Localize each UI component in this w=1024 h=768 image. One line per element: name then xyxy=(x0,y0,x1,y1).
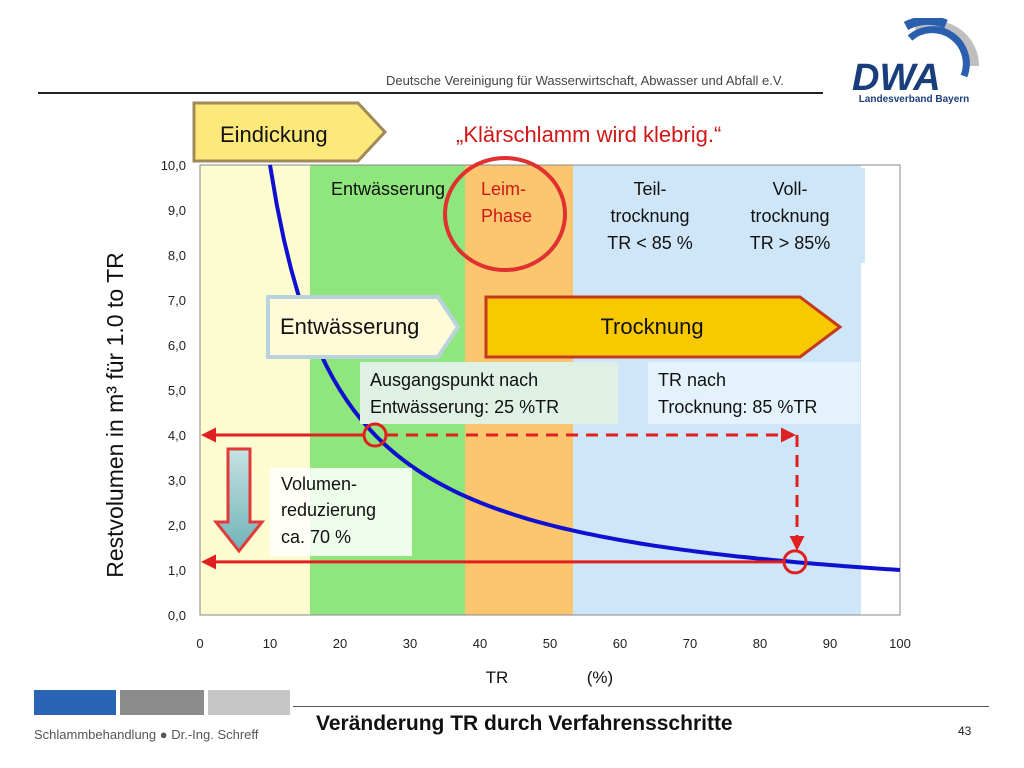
x-tick-label: 0 xyxy=(196,636,203,651)
arrow-entwaesserung xyxy=(266,295,461,359)
marker-start-point xyxy=(362,422,388,448)
x-tick-label: 70 xyxy=(683,636,697,651)
y-tick-label: 5,0 xyxy=(168,383,186,398)
volume-reduction-arrow xyxy=(212,447,266,554)
arrow-entwaesserung-label: Entwässerung xyxy=(280,314,419,339)
arrow-eindickung-label: Eindickung xyxy=(220,122,328,147)
reduction-box xyxy=(270,468,412,556)
y-tick-label: 4,0 xyxy=(168,428,186,443)
dwa-logo: DWA xyxy=(852,18,980,99)
arrow-trocknung xyxy=(484,295,843,359)
page-number: 43 xyxy=(958,724,972,738)
x-axis-label: TR xyxy=(486,668,509,687)
leimphase-circle xyxy=(443,156,567,272)
end-point-annotation: TR nach Trocknung: 85 %TR xyxy=(658,370,817,417)
logo-text: DWA xyxy=(852,57,941,99)
y-tick-label: 10,0 xyxy=(161,158,186,173)
footer-bar-gray xyxy=(120,690,204,715)
y-tick-label: 1,0 xyxy=(168,563,186,578)
x-tick-labels: 0 10 20 30 40 50 60 70 80 90 100 xyxy=(196,636,910,651)
zone-label-entwaesserung: Entwässerung xyxy=(331,179,445,199)
plot-frame xyxy=(199,164,901,616)
x-tick-label: 40 xyxy=(473,636,487,651)
y-tick-label: 6,0 xyxy=(168,338,186,353)
zone-label-box-teiltrocknung xyxy=(590,168,710,263)
x-tick-label: 30 xyxy=(403,636,417,651)
header-rule xyxy=(38,92,823,94)
x-tick-label: 80 xyxy=(753,636,767,651)
y-tick-label: 2,0 xyxy=(168,518,186,533)
zone-label-box-entwaesserung xyxy=(310,168,465,204)
zone-label-volltrocknung: Voll-trocknung TR > 85% xyxy=(750,179,831,253)
organization-name: Deutsche Vereinigung für Wasserwirtschaf… xyxy=(386,73,784,88)
footer-bar-blue xyxy=(34,690,116,715)
arrow-eindickung xyxy=(192,101,388,163)
logo-subtitle: Landesverband Bayern xyxy=(858,94,970,105)
restvolumen-curve xyxy=(268,164,901,572)
x-tick-label: 20 xyxy=(333,636,347,651)
y-tick-label: 7,0 xyxy=(168,293,186,308)
y-tick-label: 8,0 xyxy=(168,248,186,263)
x-tick-label: 90 xyxy=(823,636,837,651)
x-tick-label: 50 xyxy=(543,636,557,651)
x-tick-label: 60 xyxy=(613,636,627,651)
start-point-box xyxy=(360,362,618,424)
footer-bar-light xyxy=(208,690,290,715)
arrow-trocknung-label: Trocknung xyxy=(600,314,703,339)
y-axis-label: Restvolumen in m³ für 1.0 to TR xyxy=(102,252,128,578)
y-tick-label: 3,0 xyxy=(168,473,186,488)
end-point-box xyxy=(648,362,860,424)
zone-label-box-volltrocknung xyxy=(725,168,865,263)
sticky-annotation: „Klärschlamm wird klebrig.“ xyxy=(456,122,721,147)
y-tick-labels: 0,0 1,0 2,0 3,0 4,0 5,0 6,0 7,0 8,0 9,0 10,0 xyxy=(161,158,186,623)
zone-label-teiltrocknung: Teil-trocknung TR < 85 % xyxy=(607,179,693,253)
zone-label-leimphase: Leim-Phase xyxy=(481,179,532,226)
marker-end-point xyxy=(782,549,808,575)
footer-title: Veränderung TR durch Verfahrensschritte xyxy=(316,712,733,735)
x-axis-unit: (%) xyxy=(587,668,613,687)
x-tick-label: 10 xyxy=(263,636,277,651)
y-tick-label: 9,0 xyxy=(168,203,186,218)
y-tick-label: 0,0 xyxy=(168,608,186,623)
reduction-annotation: Volumen-reduzierung ca. 70 % xyxy=(281,474,376,547)
footer-author: Schlammbehandlung ● Dr.-Ing. Schreff xyxy=(34,727,259,742)
footer-rule xyxy=(293,706,989,707)
x-tick-label: 100 xyxy=(889,636,911,651)
start-point-annotation: Ausgangspunkt nach Entwässerung: 25 %TR xyxy=(370,370,559,417)
